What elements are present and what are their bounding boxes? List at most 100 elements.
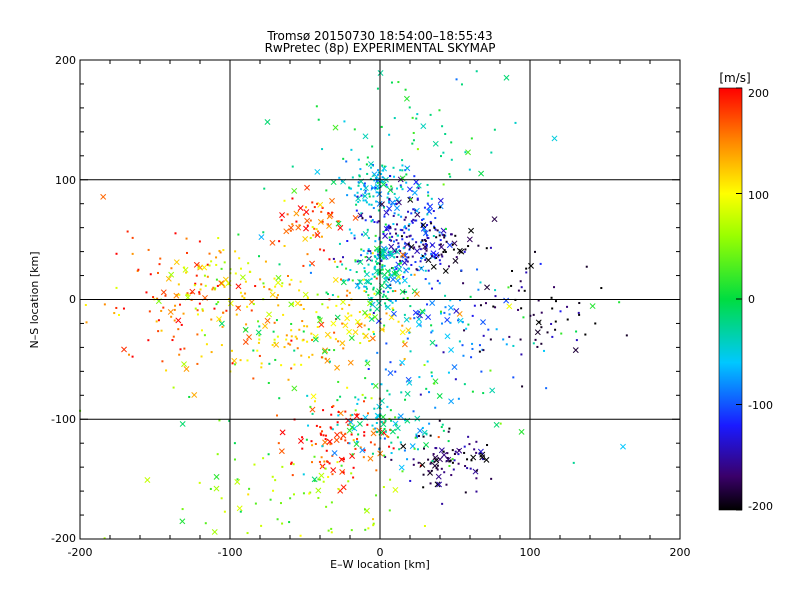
grid-lines <box>80 60 680 539</box>
data-point-dot <box>257 320 260 323</box>
data-point-cross <box>503 297 510 304</box>
data-point-dot <box>403 290 406 293</box>
data-point-dot <box>325 434 328 437</box>
data-point-dot <box>388 236 391 239</box>
data-point-dot <box>306 394 309 397</box>
data-point-dot <box>467 245 470 248</box>
data-point-dot <box>441 125 444 128</box>
data-point-cross <box>216 316 222 323</box>
data-point-cross <box>275 279 282 286</box>
data-point-dot <box>253 463 256 466</box>
data-point-cross <box>389 428 396 435</box>
data-point-cross <box>369 335 376 342</box>
data-point-dot <box>401 159 404 162</box>
data-point-dot <box>327 475 330 478</box>
data-point-dot <box>306 325 309 328</box>
data-point-cross <box>353 441 360 448</box>
data-point-dot <box>325 449 328 452</box>
data-point-cross <box>304 184 310 191</box>
data-point-dot <box>197 264 200 267</box>
data-point-dot <box>575 339 578 342</box>
data-point-dot <box>342 347 345 350</box>
data-point-cross <box>303 225 309 232</box>
data-point-dot <box>377 171 380 174</box>
data-point-dot <box>244 280 247 283</box>
data-point-cross <box>242 339 249 345</box>
data-point-dot <box>375 421 378 424</box>
data-point-dot <box>463 383 466 386</box>
data-point-dot <box>382 206 385 209</box>
data-point-dot <box>349 414 352 417</box>
data-point-cross <box>551 135 558 142</box>
data-point-dot <box>385 183 388 186</box>
data-point-dot <box>316 326 319 329</box>
data-point-dot <box>397 242 400 245</box>
data-point-dot <box>469 467 472 470</box>
data-point-dot <box>388 254 391 257</box>
data-point-dot <box>405 290 408 293</box>
data-point-dot <box>309 405 312 408</box>
data-point-dot <box>432 453 435 456</box>
data-point-dot <box>444 133 447 136</box>
data-point-dot <box>372 333 375 336</box>
data-point-dot <box>517 289 520 292</box>
data-point-cross <box>420 222 427 229</box>
data-point-dot <box>403 313 406 316</box>
data-point-dot <box>103 303 106 306</box>
data-point-cross <box>414 415 421 422</box>
data-point-cross <box>376 300 382 307</box>
data-point-dot <box>384 305 387 308</box>
data-point-dot <box>438 419 441 422</box>
data-point-dot <box>389 478 392 481</box>
data-point-dot <box>437 254 440 257</box>
data-point-dot <box>421 254 424 257</box>
data-point-dot <box>318 478 321 481</box>
data-point-dot <box>365 285 368 288</box>
data-point-dot <box>280 364 283 367</box>
data-point-cross <box>376 403 383 410</box>
data-point-dot <box>160 309 163 312</box>
data-point-dot <box>394 289 397 292</box>
data-point-dot <box>233 442 236 445</box>
data-point-dot <box>336 265 339 268</box>
data-point-dot <box>365 201 368 204</box>
data-point-dot <box>400 260 403 263</box>
data-point-cross <box>165 275 172 282</box>
data-point-dot <box>272 489 275 492</box>
data-point-dot <box>444 250 447 253</box>
data-point-dot <box>230 349 233 352</box>
data-point-dot <box>260 362 263 365</box>
data-point-cross <box>451 364 458 371</box>
data-point-dot <box>204 522 207 525</box>
data-point-dot <box>329 336 332 339</box>
data-point-dot <box>352 439 355 442</box>
data-point-cross <box>346 427 353 434</box>
data-point-dot <box>378 273 381 276</box>
data-point-cross <box>179 421 186 427</box>
data-point-dot <box>440 467 443 470</box>
data-point-cross <box>332 124 339 131</box>
data-point-dot <box>384 302 387 305</box>
data-point-dot <box>233 458 236 461</box>
data-point-dot <box>328 462 331 465</box>
data-point-dot <box>359 446 362 449</box>
data-point-dot <box>446 456 449 459</box>
data-point-dot <box>512 376 515 379</box>
data-point-dot <box>466 458 469 461</box>
data-point-cross <box>392 486 399 493</box>
data-point-dot <box>385 312 388 315</box>
data-point-dot <box>455 78 458 81</box>
data-point-cross <box>347 359 354 366</box>
data-point-cross <box>422 243 428 250</box>
data-point-dot <box>394 250 397 253</box>
data-point-dot <box>362 278 365 281</box>
data-point-dot <box>395 202 398 205</box>
data-point-dot <box>247 493 250 496</box>
data-point-dot <box>315 424 318 427</box>
data-point-dot <box>464 465 467 468</box>
data-point-cross <box>414 211 421 218</box>
data-point-dot <box>451 458 454 461</box>
data-point-dot <box>221 325 224 328</box>
data-point-dot <box>450 141 453 144</box>
data-point-dot <box>285 338 288 341</box>
